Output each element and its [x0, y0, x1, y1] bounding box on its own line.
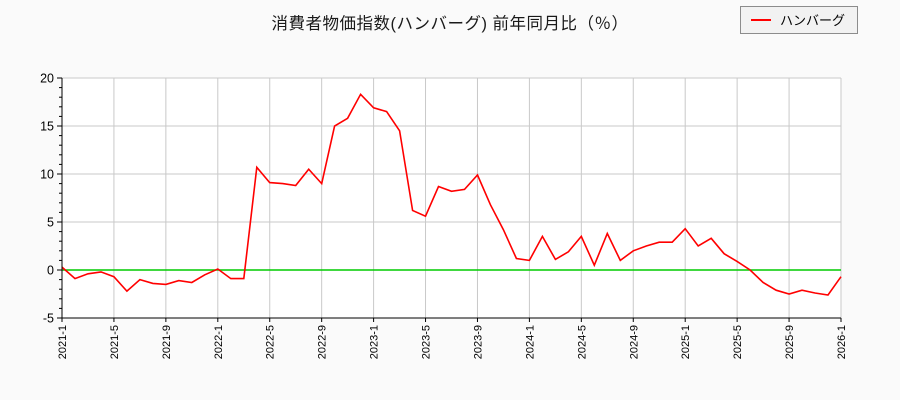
- x-tick-label-group: 2022-9: [317, 325, 329, 359]
- y-tick-label: 0: [47, 264, 54, 278]
- x-tick-label-group: 2026-1: [836, 325, 848, 359]
- y-tick-label: 10: [40, 168, 54, 182]
- legend-series-label: ハンバーグ: [779, 13, 845, 28]
- x-tick-label: 2024-9: [628, 325, 640, 359]
- plot-area: [62, 78, 841, 318]
- x-tick-label: 2024-5: [576, 325, 588, 359]
- chart-title: 消費者物価指数(ハンバーグ) 前年同月比（％）: [271, 15, 629, 33]
- x-tick-label-group: 2022-5: [265, 325, 277, 359]
- x-tick-label-group: 2023-9: [473, 325, 485, 359]
- x-tick-label: 2022-9: [317, 325, 329, 359]
- x-tick-label-group: 2024-5: [576, 325, 588, 359]
- x-tick-label-group: 2022-1: [213, 325, 225, 359]
- x-tick-label: 2023-5: [421, 325, 433, 359]
- x-tick-label-group: 2021-9: [161, 325, 173, 359]
- x-tick-label: 2021-5: [109, 325, 121, 359]
- x-tick-label: 2026-1: [836, 325, 848, 359]
- x-tick-label: 2023-1: [369, 325, 381, 359]
- x-tick-label: 2023-9: [473, 325, 485, 359]
- x-tick-label-group: 2023-1: [369, 325, 381, 359]
- x-tick-label-group: 2024-9: [628, 325, 640, 359]
- x-tick-label-group: 2025-5: [732, 325, 744, 359]
- x-tick-label-group: 2023-5: [421, 325, 433, 359]
- y-tick-label: 5: [47, 216, 54, 230]
- x-tick-label: 2025-5: [732, 325, 744, 359]
- x-tick-label-group: 2021-1: [57, 325, 69, 359]
- legend-line-swatch: [750, 18, 771, 21]
- x-tick-label: 2024-1: [524, 325, 536, 359]
- x-tick-label: 2022-1: [213, 325, 225, 359]
- y-tick-label: 15: [40, 120, 54, 134]
- x-tick-label-group: 2024-1: [524, 325, 536, 359]
- x-tick-label: 2022-5: [265, 325, 277, 359]
- x-tick-label: 2021-9: [161, 325, 173, 359]
- x-tick-label: 2025-1: [680, 325, 692, 359]
- x-tick-label: 2025-9: [784, 325, 796, 359]
- x-tick-label: 2021-1: [57, 325, 69, 359]
- y-tick-label: -5: [43, 312, 54, 326]
- x-tick-label-group: 2025-1: [680, 325, 692, 359]
- x-tick-label-group: 2021-5: [109, 325, 121, 359]
- series-line: [61, 92, 842, 296]
- legend-box: ハンバーグ: [739, 6, 858, 34]
- x-tick-label-group: 2025-9: [784, 325, 796, 359]
- y-tick-label: 20: [40, 72, 54, 86]
